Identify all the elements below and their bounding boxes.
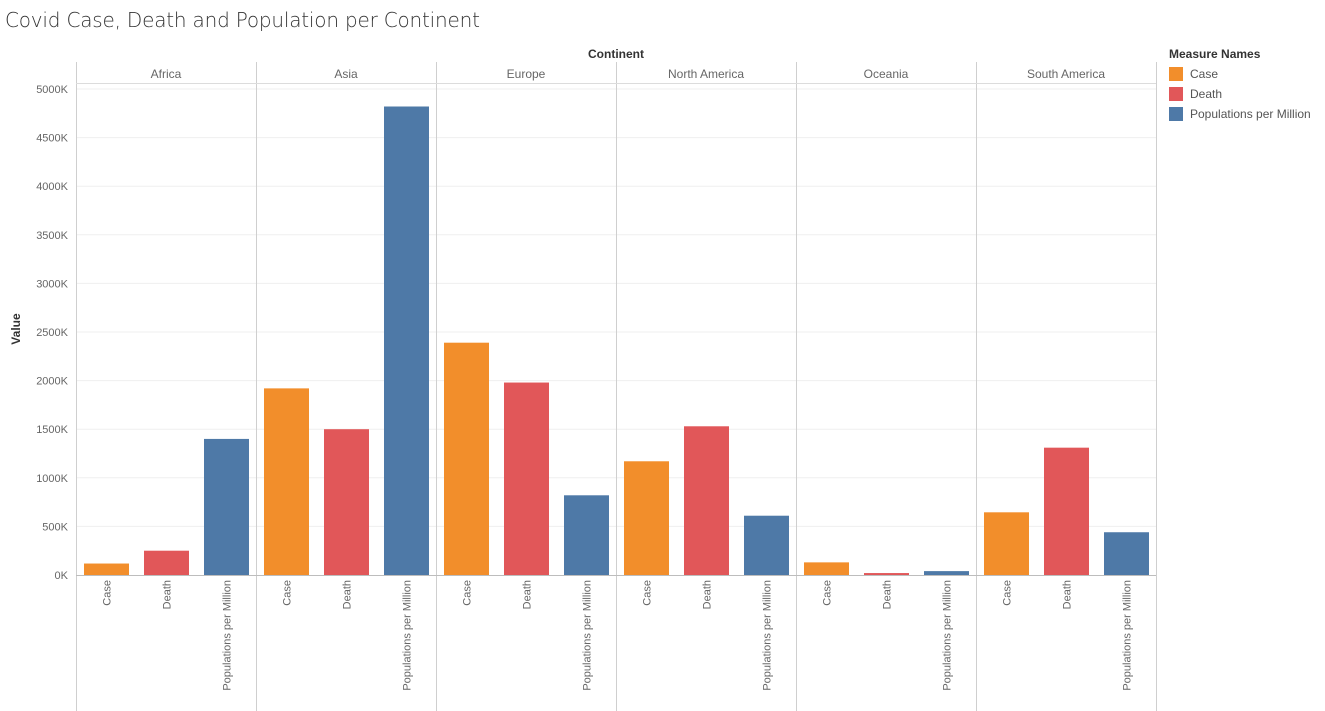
- x-tick-label: Death: [1062, 580, 1074, 609]
- bar-europe-death[interactable]: [504, 382, 549, 575]
- y-tick-label: 2500K: [36, 327, 68, 339]
- legend-title: Measure Names: [1169, 47, 1261, 61]
- y-tick-label: 1000K: [36, 473, 68, 485]
- bar-north-america-populations-per-million[interactable]: [744, 515, 789, 575]
- y-tick-label: 4000K: [36, 181, 68, 193]
- panel-header-asia: Asia: [334, 67, 358, 81]
- bar-south-america-death[interactable]: [1044, 447, 1089, 575]
- bar-south-america-populations-per-million[interactable]: [1104, 532, 1149, 575]
- x-tick-label: Populations per Million: [1122, 580, 1134, 691]
- bar-africa-populations-per-million[interactable]: [204, 438, 249, 575]
- bar-oceania-case[interactable]: [804, 562, 849, 575]
- y-tick-label: 5000K: [36, 84, 68, 96]
- legend-item-populations-per-million[interactable]: Populations per Million: [1169, 104, 1311, 124]
- x-tick-label: Populations per Million: [762, 580, 774, 691]
- x-tick-label: Populations per Million: [942, 580, 954, 691]
- x-tick-label: Death: [882, 580, 894, 609]
- panel-header-africa: Africa: [151, 67, 182, 81]
- y-axis-label: Value: [9, 313, 23, 345]
- bar-asia-populations-per-million[interactable]: [384, 106, 429, 575]
- bar-asia-death[interactable]: [324, 429, 369, 575]
- panel-header-europe: Europe: [507, 67, 546, 81]
- y-tick-label: 1500K: [36, 424, 68, 436]
- legend-label-populations-per-million: Populations per Million: [1190, 107, 1311, 121]
- bar-asia-case[interactable]: [264, 388, 309, 575]
- x-tick-label: Case: [822, 580, 834, 606]
- bar-africa-case[interactable]: [84, 563, 129, 575]
- panel-header-south-america: South America: [1027, 67, 1105, 81]
- panel-header-oceania: Oceania: [864, 67, 909, 81]
- legend-item-case[interactable]: Case: [1169, 64, 1311, 84]
- panel-header-north-america: North America: [668, 67, 744, 81]
- x-tick-label: Populations per Million: [222, 580, 234, 691]
- legend: Measure Names Case Death Populations per…: [1169, 47, 1311, 124]
- x-tick-label: Case: [462, 580, 474, 606]
- bar-europe-case[interactable]: [444, 342, 489, 575]
- legend-label-death: Death: [1190, 87, 1223, 101]
- x-tick-label: Populations per Million: [582, 580, 594, 691]
- bar-north-america-death[interactable]: [684, 426, 729, 575]
- x-tick-label: Death: [702, 580, 714, 609]
- y-tick-label: 500K: [42, 521, 68, 533]
- legend-swatch-case: [1169, 67, 1183, 81]
- y-tick-label: 4500K: [36, 133, 68, 145]
- x-tick-label: Case: [642, 580, 654, 606]
- column-header: Continent: [588, 47, 644, 61]
- legend-swatch-populations-per-million: [1169, 107, 1183, 121]
- bar-oceania-populations-per-million[interactable]: [924, 571, 969, 575]
- bar-north-america-case[interactable]: [624, 461, 669, 575]
- y-tick-label: 3000K: [36, 278, 68, 290]
- legend-item-death[interactable]: Death: [1169, 84, 1311, 104]
- y-tick-label: 3500K: [36, 230, 68, 242]
- bar-oceania-death[interactable]: [864, 573, 909, 575]
- x-tick-label: Populations per Million: [402, 580, 414, 691]
- x-tick-label: Case: [102, 580, 114, 606]
- x-tick-label: Case: [282, 580, 294, 606]
- bar-europe-populations-per-million[interactable]: [564, 495, 609, 575]
- x-tick-label: Death: [342, 580, 354, 609]
- y-tick-label: 2000K: [36, 376, 68, 388]
- bar-africa-death[interactable]: [144, 550, 189, 575]
- x-tick-label: Death: [522, 580, 534, 609]
- x-tick-label: Case: [1002, 580, 1014, 606]
- bar-south-america-case[interactable]: [984, 512, 1029, 575]
- y-tick-label: 0K: [55, 570, 69, 582]
- legend-swatch-death: [1169, 87, 1183, 101]
- x-tick-label: Death: [162, 580, 174, 609]
- bar-chart: Continent Value 0K 500K 1000K 1500K 2000K 2500K…: [9, 47, 1157, 711]
- legend-label-case: Case: [1190, 67, 1219, 81]
- chart-title: Covid Case, Death and Population per Con…: [5, 8, 480, 32]
